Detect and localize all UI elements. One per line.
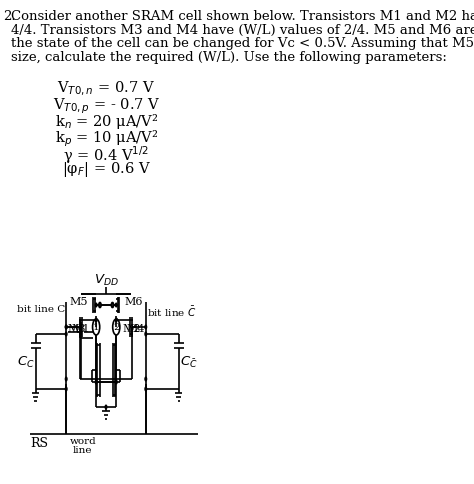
Circle shape — [65, 333, 67, 336]
Circle shape — [95, 318, 97, 322]
Text: bit line $\bar{C}$: bit line $\bar{C}$ — [147, 304, 197, 318]
Text: size, calculate the required (W/L). Use the following parameters:: size, calculate the required (W/L). Use … — [11, 50, 447, 63]
Circle shape — [95, 380, 97, 384]
Text: M6: M6 — [124, 296, 143, 306]
Text: $C_{\bar{C}}$: $C_{\bar{C}}$ — [180, 354, 198, 369]
Circle shape — [116, 318, 117, 322]
Text: 4/4. Transistors M3 and M4 have (W/L) values of 2/4. M5 and M6 are to be sized s: 4/4. Transistors M3 and M4 have (W/L) va… — [11, 23, 474, 36]
Circle shape — [116, 303, 117, 307]
Text: M2: M2 — [123, 323, 141, 333]
Text: 1: 1 — [93, 323, 100, 332]
Text: bit line C: bit line C — [17, 304, 65, 313]
Circle shape — [145, 387, 146, 391]
Circle shape — [95, 303, 97, 307]
Circle shape — [145, 326, 146, 329]
Text: word: word — [69, 436, 96, 445]
Circle shape — [65, 378, 67, 381]
Circle shape — [65, 387, 67, 391]
Text: k$_{n}$ = 20 μA/V²: k$_{n}$ = 20 μA/V² — [55, 112, 158, 131]
Text: 2: 2 — [113, 323, 119, 332]
Circle shape — [65, 326, 67, 329]
Text: the state of the cell can be changed for Vc < 0.5V. Assuming that M5 and M6 are : the state of the cell can be changed for… — [11, 37, 474, 50]
Text: V$_{T0,n}$ = 0.7 V: V$_{T0,n}$ = 0.7 V — [57, 80, 155, 98]
Text: |φ$_{F}$| = 0.6 V: |φ$_{F}$| = 0.6 V — [62, 160, 151, 179]
Text: M5: M5 — [70, 296, 88, 306]
Text: V$_{T0,p}$ = - 0.7 V: V$_{T0,p}$ = - 0.7 V — [53, 96, 160, 115]
Text: Consider another SRAM cell shown below. Transistors M1 and M2 have (W/L) values : Consider another SRAM cell shown below. … — [11, 10, 474, 23]
Circle shape — [116, 380, 117, 384]
Text: γ = 0.4 V$^{1/2}$: γ = 0.4 V$^{1/2}$ — [64, 144, 149, 166]
Text: M1: M1 — [72, 323, 90, 333]
Text: $V_{DD}$: $V_{DD}$ — [94, 272, 119, 287]
Text: 2.: 2. — [4, 10, 16, 23]
Text: M4: M4 — [126, 323, 145, 333]
Text: line: line — [73, 445, 92, 454]
Text: RS: RS — [30, 436, 48, 449]
Circle shape — [145, 378, 146, 381]
Circle shape — [105, 406, 107, 409]
Circle shape — [65, 326, 67, 329]
Text: M3: M3 — [68, 323, 86, 333]
Text: k$_{p}$ = 10 μA/V²: k$_{p}$ = 10 μA/V² — [55, 128, 158, 148]
Circle shape — [145, 333, 146, 336]
Text: $C_C$: $C_C$ — [17, 354, 35, 369]
